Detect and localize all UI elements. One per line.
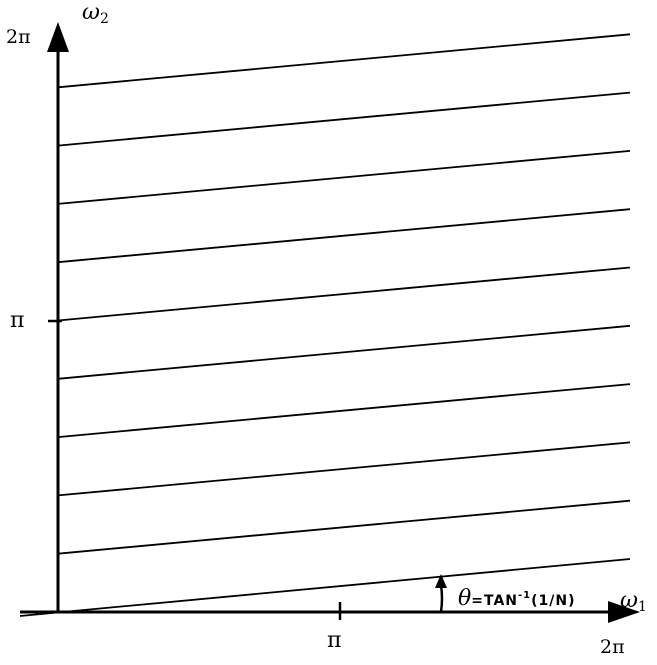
parallel-line: [57, 150, 631, 205]
vertical-axis-label: ω2: [82, 0, 109, 27]
horizontal-axis-max-label: 2π: [600, 636, 625, 658]
parallel-line: [57, 266, 631, 322]
horizontal-axis-mid-label: π: [327, 628, 342, 653]
angle-annotation: θ=TAN-1(1/N): [458, 588, 575, 610]
parallel-line: [19, 558, 631, 617]
parallel-line: [57, 383, 631, 438]
parallel-line: [57, 324, 631, 380]
angle-argument: (1/N): [531, 593, 576, 609]
angle-arc-arrowhead: [435, 574, 447, 588]
horizontal-axis-label: ω1: [620, 588, 647, 615]
parallel-line: [57, 441, 631, 497]
vertical-axis-max-label: 2π: [6, 26, 31, 48]
vertical-axis-arrowhead: [47, 22, 69, 52]
theta-symbol: θ: [458, 586, 472, 611]
parallel-line: [57, 208, 631, 264]
angle-arc-arrow: [439, 584, 444, 613]
parallel-line: [57, 499, 631, 555]
horizontal-axis-arrowhead: [608, 601, 640, 623]
angle-function: =TAN: [471, 593, 518, 609]
angle-exponent: -1: [518, 590, 532, 601]
parallel-lines: [19, 33, 631, 617]
parallel-line: [57, 91, 631, 147]
vertical-axis-mid-label: π: [10, 308, 25, 333]
parallel-line: [57, 33, 631, 89]
